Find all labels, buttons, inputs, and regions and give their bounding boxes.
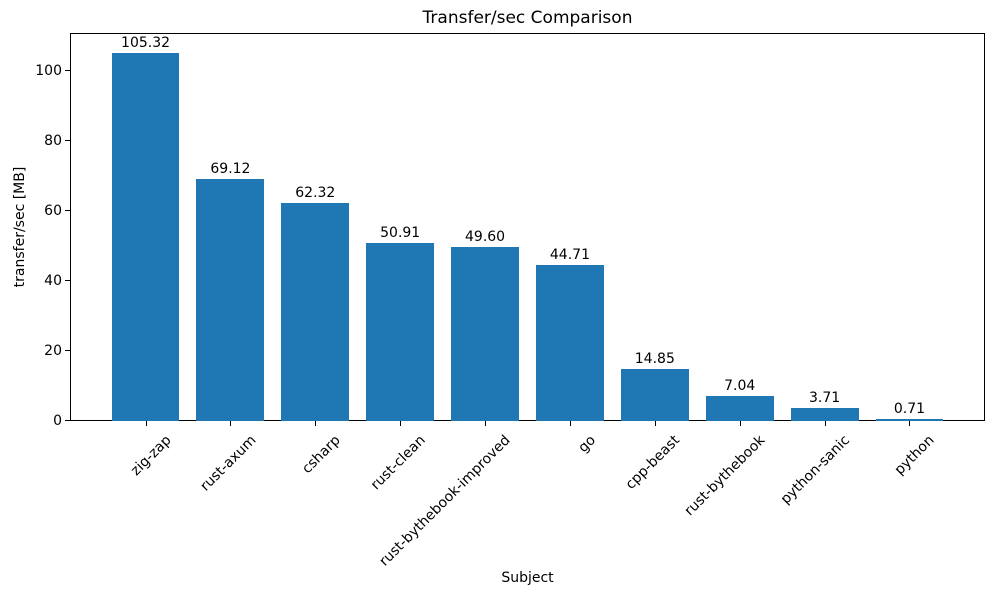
x-tick-label: go [574, 432, 599, 456]
x-tick [400, 421, 402, 426]
x-tick-label: csharp [299, 432, 344, 477]
y-axis-label: transfer/sec [MB] [12, 166, 28, 288]
x-tick-label: cpp-beast [623, 432, 684, 493]
bar [620, 369, 689, 421]
x-tick [654, 421, 656, 426]
bar-value-label: 49.60 [465, 229, 506, 246]
bar [875, 418, 944, 421]
bar [451, 247, 519, 421]
bar-value-label: 0.71 [893, 400, 926, 417]
y-tick [65, 420, 70, 421]
bar [281, 202, 350, 421]
bar-value-label: 50.91 [380, 224, 421, 241]
y-tick [65, 70, 70, 71]
bar [705, 396, 774, 421]
bar-value-label: 105.32 [121, 34, 171, 51]
chart-title: Transfer/sec Comparison [422, 8, 633, 28]
y-tick-label: 20 [44, 343, 62, 360]
y-tick [65, 350, 70, 351]
y-tick-label: 0 [53, 413, 62, 429]
bar [535, 264, 604, 421]
x-tick [145, 421, 147, 426]
x-tick [569, 421, 571, 426]
y-tick-label: 80 [44, 133, 62, 150]
plot-area [70, 33, 985, 421]
x-tick-label: rust-bythebook [681, 432, 769, 520]
x-tick-label: rust-axum [196, 432, 260, 495]
x-tick-label: zig-zap [127, 432, 175, 479]
y-tick-label: 100 [35, 63, 62, 80]
x-axis-label: Subject [501, 570, 554, 586]
x-tick [230, 421, 232, 426]
x-tick [485, 421, 487, 426]
bar [366, 242, 435, 421]
bar-value-label: 3.71 [808, 390, 841, 407]
y-tick-label: 40 [44, 273, 62, 290]
bar [111, 52, 180, 421]
x-tick [909, 421, 911, 426]
x-tick-label: python-sanic [777, 432, 854, 508]
bar-value-label: 7.04 [724, 378, 756, 395]
y-tick [65, 140, 70, 141]
bar-value-label: 14.85 [634, 351, 675, 368]
x-tick [824, 421, 826, 426]
bar-value-label: 62.32 [295, 184, 336, 201]
x-tick [739, 421, 741, 426]
y-tick-label: 60 [44, 203, 62, 220]
bar-value-label: 69.12 [210, 161, 251, 178]
bar [790, 408, 859, 421]
y-tick [65, 280, 70, 281]
x-tick [315, 421, 317, 426]
y-tick [65, 210, 70, 211]
bar-value-label: 44.71 [549, 246, 590, 263]
x-tick-label: python [892, 432, 939, 479]
bar [196, 179, 265, 421]
x-tick-label: rust-clean [367, 432, 429, 494]
